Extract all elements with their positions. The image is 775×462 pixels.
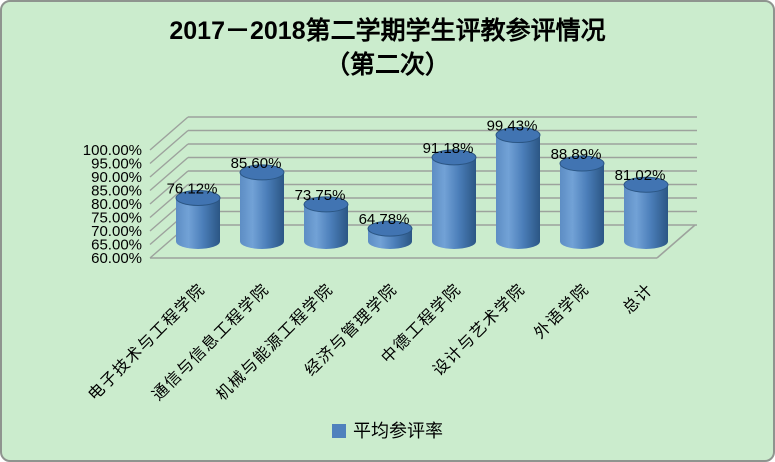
category-label: 电子技术与工程学院 [85, 280, 209, 404]
floor-right-edge [656, 224, 696, 259]
bar-cylinder-top [495, 127, 541, 144]
category-label: 通信与信息工程学院 [149, 280, 273, 404]
chart-title-line1: 2017－2018第二学期学生评教参评情况 [169, 17, 606, 45]
y-tick-label: 75.00% [91, 210, 142, 227]
value-label: 88.89% [551, 146, 602, 163]
bar-cylinder-body [304, 204, 348, 249]
y-tick-label: 85.00% [91, 183, 142, 200]
y-tick-label: 65.00% [91, 237, 142, 254]
category-label: 总计 [619, 280, 656, 317]
y-tick-label: 95.00% [91, 156, 142, 173]
y-tick-label: 80.00% [91, 196, 142, 213]
value-label: 73.75% [295, 187, 346, 204]
value-label: 76.12% [167, 180, 218, 197]
bar-cylinder-top [367, 220, 413, 237]
value-label: 85.60% [231, 155, 282, 172]
legend-marker-icon [332, 424, 346, 438]
gridline-depth-segment [149, 156, 189, 192]
legend: 平均参评率 [2, 419, 773, 443]
y-tick-label: 70.00% [91, 223, 142, 240]
y-tick-label: 100.00% [83, 142, 142, 159]
gridline-depth-segment [149, 170, 189, 205]
bar-cylinder-top [175, 189, 221, 206]
chart-title-line2: （第二次） [324, 51, 450, 79]
legend-label: 平均参评率 [353, 421, 443, 441]
bar-cylinder-body [560, 163, 604, 249]
gridline-depth-segment [149, 116, 189, 151]
bar-cylinder-body [496, 135, 540, 249]
value-label: 91.18% [423, 140, 474, 157]
gridline-depth-segment [149, 183, 189, 219]
y-tick-label: 90.00% [91, 169, 142, 186]
bar-cylinder-top [303, 196, 349, 213]
gridline-depth-segment [149, 143, 189, 178]
value-label: 99.43% [487, 118, 538, 135]
y-tick-label: 60.00% [91, 250, 142, 267]
bar-cylinder-top [239, 164, 285, 181]
bar-cylinder-top [559, 155, 605, 172]
value-label: 81.02% [615, 167, 666, 184]
category-label: 机械与能源工程学院 [213, 280, 337, 404]
category-label: 外语学院 [531, 280, 593, 342]
bar-cylinder-body [432, 157, 476, 249]
bar-cylinder-top [431, 149, 477, 166]
bar-cylinder-top [623, 176, 669, 193]
chart-title: 2017－2018第二学期学生评教参评情况 （第二次） [2, 14, 773, 82]
bar-cylinder-body [176, 197, 220, 249]
bar-cylinder-body [240, 172, 284, 249]
gridline-depth-segment [149, 129, 189, 165]
bar-cylinder-body [624, 184, 668, 249]
value-label: 64.78% [359, 211, 410, 228]
